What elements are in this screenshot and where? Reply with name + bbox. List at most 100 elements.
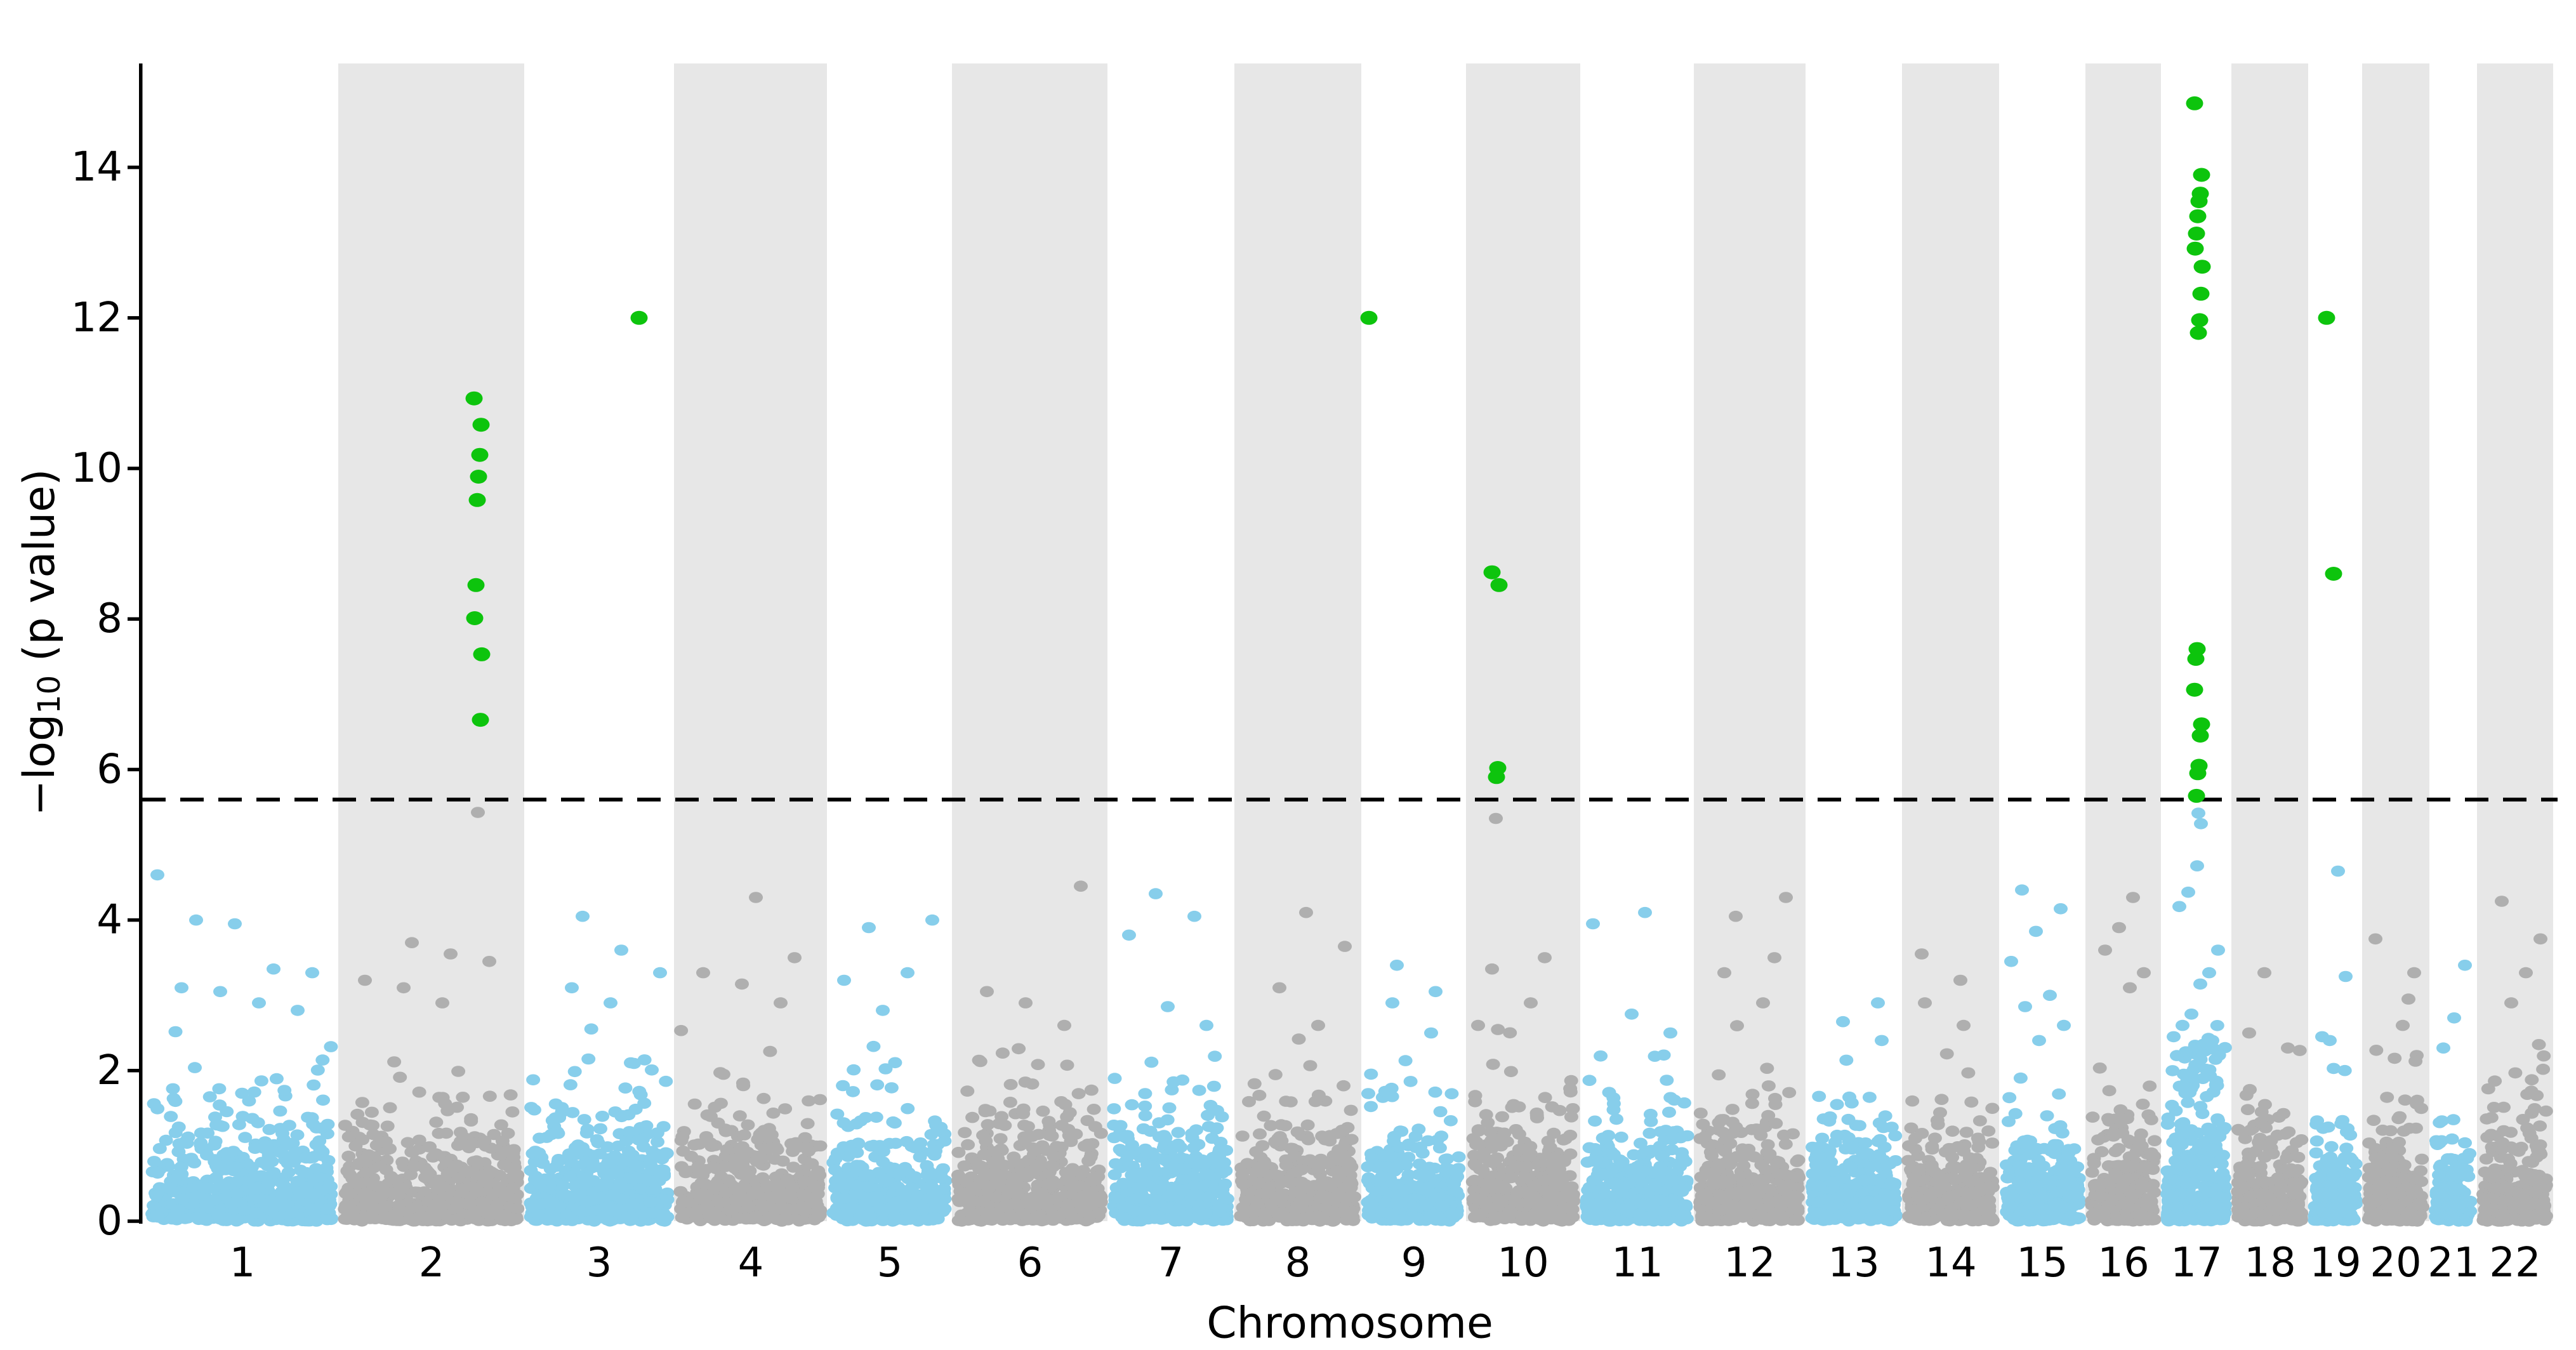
- significant-point-chr2: [470, 470, 487, 484]
- x-tick-label-chr15: 15: [2016, 1240, 2068, 1287]
- notable-point: [1149, 888, 1163, 899]
- notable-point: [2057, 1019, 2071, 1031]
- notable-point: [1625, 1009, 1639, 1020]
- notable-point: [862, 922, 876, 934]
- significant-point-chr17: [2188, 788, 2205, 803]
- notable-point: [1915, 948, 1929, 960]
- chromosome-band-10: [1466, 63, 1580, 1221]
- notable-point: [1311, 1019, 1325, 1031]
- notable-point: [2043, 989, 2057, 1001]
- points-chr18: [2231, 967, 2309, 1227]
- notable-point: [2126, 892, 2140, 903]
- notable-point: [980, 986, 994, 998]
- notable-point: [1779, 892, 1793, 903]
- x-tick-label-chr14: 14: [1925, 1240, 1976, 1287]
- chromosome-band-4: [674, 63, 827, 1221]
- notable-point: [1489, 812, 1503, 824]
- notable-point: [576, 910, 590, 922]
- y-tick: [128, 165, 139, 169]
- notable-point: [1836, 1016, 1850, 1028]
- y-axis-spine: [139, 63, 143, 1224]
- notable-point: [2519, 967, 2533, 979]
- significant-point-chr9: [1360, 310, 1378, 325]
- notable-point: [1586, 918, 1600, 930]
- points-chr3: [524, 910, 675, 1227]
- points-chr14: [1901, 948, 2000, 1227]
- significant-point-chr10: [1483, 565, 1501, 579]
- notable-point: [1338, 941, 1352, 952]
- notable-point: [1199, 1019, 1213, 1031]
- notable-point: [1918, 997, 1932, 1009]
- notable-point: [2436, 1042, 2450, 1054]
- notable-point: [1390, 960, 1404, 971]
- y-tick: [128, 617, 139, 621]
- notable-point: [1957, 1019, 1971, 1031]
- notable-point: [2004, 956, 2018, 967]
- x-tick-label-chr5: 5: [877, 1240, 903, 1287]
- notable-point: [1485, 963, 1499, 975]
- notable-point: [604, 997, 618, 1009]
- points-chr9: [1361, 960, 1466, 1227]
- significant-point-chr17: [2186, 682, 2203, 697]
- notable-point: [2211, 944, 2225, 956]
- notable-point: [2447, 1012, 2461, 1024]
- notable-point: [1187, 910, 1201, 922]
- points-chr4: [673, 892, 828, 1227]
- x-tick-label-chr7: 7: [1158, 1240, 1184, 1287]
- notable-point: [471, 807, 485, 818]
- notable-point: [565, 982, 579, 994]
- notable-point: [1538, 952, 1552, 963]
- y-tick-label: 8: [96, 595, 122, 642]
- x-tick-label-chr17: 17: [2170, 1240, 2222, 1287]
- points-chr13: [1805, 997, 1903, 1227]
- notable-point: [1385, 997, 1399, 1009]
- y-tick-label: 6: [96, 746, 122, 793]
- notable-point: [1057, 1019, 1071, 1031]
- significant-point-chr2: [471, 447, 489, 462]
- notable-point: [1471, 1019, 1485, 1031]
- y-tick-label: 14: [71, 144, 122, 191]
- chromosome-band-18: [2231, 63, 2308, 1221]
- significant-point-chr17: [2187, 652, 2205, 666]
- chromosome-band-8: [1234, 63, 1361, 1221]
- x-tick-label-chr4: 4: [738, 1240, 764, 1287]
- x-tick-label-chr18: 18: [2244, 1240, 2295, 1287]
- significant-point-chr17: [2190, 326, 2207, 340]
- notable-point: [291, 1005, 305, 1016]
- notable-point: [735, 978, 749, 990]
- notable-point: [2018, 1001, 2032, 1012]
- y-tick-label: 2: [96, 1047, 122, 1094]
- x-tick-label-chr6: 6: [1017, 1240, 1043, 1287]
- chromosome-band-2: [338, 63, 524, 1221]
- notable-point: [2167, 1031, 2181, 1043]
- points-chr1: [145, 869, 339, 1227]
- significant-point-chr17: [2191, 729, 2209, 743]
- points-chr10: [1465, 812, 1581, 1227]
- x-tick-label-chr10: 10: [1497, 1240, 1549, 1287]
- notable-point: [1429, 986, 1443, 998]
- significant-point-chr19: [2325, 567, 2342, 581]
- notable-point: [1524, 997, 1538, 1009]
- notable-point: [2098, 944, 2112, 956]
- x-tick-label-chr12: 12: [1724, 1240, 1775, 1287]
- x-tick-label-chr1: 1: [230, 1240, 256, 1287]
- significant-points: [465, 96, 2342, 803]
- notable-point: [1663, 1027, 1677, 1039]
- notable-point: [614, 944, 628, 956]
- notable-point: [2257, 967, 2271, 979]
- notable-point: [305, 967, 319, 979]
- notable-point: [1122, 929, 1136, 941]
- x-tick-label-chr16: 16: [2097, 1240, 2149, 1287]
- notable-point: [2194, 818, 2208, 830]
- points-chr19: [2308, 865, 2363, 1227]
- notable-point: [653, 967, 667, 979]
- y-tick: [128, 316, 139, 320]
- notable-point: [213, 986, 227, 998]
- y-tick-label: 12: [71, 294, 122, 341]
- notable-point: [1953, 974, 1967, 986]
- points-chr21: [2429, 960, 2478, 1227]
- notable-point: [901, 967, 915, 979]
- points-chr7: [1107, 888, 1234, 1227]
- notable-point: [2202, 967, 2216, 979]
- notable-point: [1871, 997, 1885, 1009]
